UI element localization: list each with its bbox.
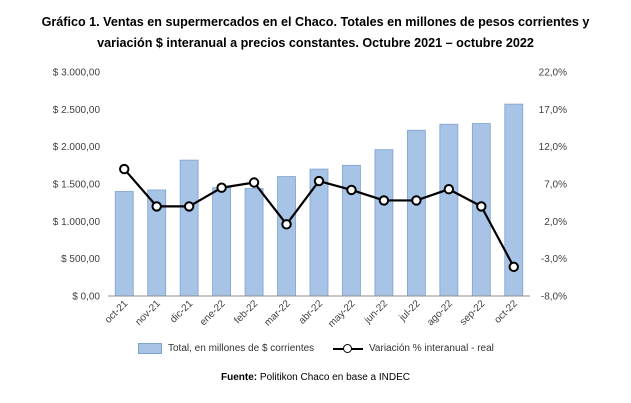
combo-chart: $ 0,00 $ 500,00 $ 1.000,00 $ 1.500,00 $ 2.00… bbox=[53, 68, 567, 330]
x-tick-label: may-22 bbox=[326, 298, 358, 330]
legend-line-label: Variación % interanual - real bbox=[369, 343, 494, 354]
x-tick-label: oct-21 bbox=[103, 298, 131, 326]
y-right-tick-label: -8,0% bbox=[541, 292, 567, 303]
source-text: Politikon Chaco en base a INDEC bbox=[257, 372, 410, 383]
line-point bbox=[183, 201, 195, 212]
y-right-tick-label: 7,0% bbox=[544, 180, 567, 191]
chart-legend: Total, en millones de $ corrientes Varia… bbox=[0, 343, 631, 359]
chart-title-line-1: Gráfico 1. Ventas en supermercados en el… bbox=[41, 15, 590, 29]
x-tick-label: mar-22 bbox=[262, 298, 292, 328]
x-tick-label: abr-22 bbox=[297, 298, 326, 327]
x-tick-label: jun-22 bbox=[362, 298, 390, 326]
y-right-tick-label: 2,0% bbox=[544, 217, 567, 228]
x-tick-label: nov-21 bbox=[133, 298, 163, 328]
bar bbox=[406, 129, 426, 297]
legend-item-line: Variación % interanual - real bbox=[333, 343, 494, 354]
bar bbox=[114, 191, 134, 297]
line-point bbox=[378, 195, 390, 206]
line-point bbox=[443, 184, 455, 195]
line-point bbox=[346, 184, 357, 196]
source-label: Fuente: bbox=[221, 372, 258, 383]
chart-title-line-2: variación $ interanual a precios constan… bbox=[97, 36, 534, 50]
x-tick-label: ene-22 bbox=[198, 298, 228, 328]
legend-bar-label: Total, en millones de $ corrientes bbox=[168, 343, 315, 354]
y-right-tick-label: 17,0% bbox=[539, 105, 567, 116]
x-tick-label: sep-22 bbox=[458, 298, 488, 328]
line-point bbox=[216, 182, 227, 193]
y-left-tick-label: $ 500,00 bbox=[61, 254, 100, 265]
bar bbox=[374, 149, 394, 297]
legend-line-swatch bbox=[333, 343, 363, 354]
y-right-tick-label: 12,0% bbox=[539, 142, 567, 153]
y-left-tick-label: $ 2.500,00 bbox=[53, 105, 101, 116]
y-right-tick-label: -3,0% bbox=[541, 254, 567, 265]
bar bbox=[277, 176, 296, 297]
x-tick-label: jul-22 bbox=[397, 298, 423, 324]
y-left-tick-label: $ 1.500,00 bbox=[53, 180, 101, 191]
line-point bbox=[476, 201, 487, 212]
bar bbox=[179, 159, 199, 297]
bar bbox=[212, 187, 232, 297]
y-left-tick-label: $ 2.000,00 bbox=[53, 142, 101, 153]
bar bbox=[244, 188, 264, 297]
y-left-tick-label: $ 1.000,00 bbox=[53, 217, 101, 228]
source-note: Fuente: Politikon Chaco en base a INDEC bbox=[0, 372, 631, 383]
line-point bbox=[281, 219, 292, 230]
line-point bbox=[508, 261, 519, 273]
y-left-tick-label: $ 3.000,00 bbox=[53, 68, 101, 79]
legend-bar-swatch bbox=[138, 343, 162, 354]
line-point bbox=[313, 175, 325, 187]
line-point bbox=[151, 201, 162, 212]
legend-item-bars: Total, en millones de $ corrientes bbox=[138, 343, 314, 354]
line-point bbox=[119, 163, 130, 175]
x-tick-label: dic-21 bbox=[168, 298, 195, 325]
bar bbox=[439, 123, 459, 297]
chart-title: Gráfico 1. Ventas en supermercados en el… bbox=[0, 12, 631, 54]
line-point bbox=[411, 195, 422, 206]
x-tick-label: oct-22 bbox=[492, 298, 520, 326]
x-tick-label: ago-22 bbox=[425, 298, 455, 328]
x-tick-label: feb-22 bbox=[232, 298, 260, 326]
y-right-tick-label: 22,0% bbox=[539, 68, 567, 79]
line-point bbox=[248, 177, 260, 188]
y-left-tick-label: $ 0,00 bbox=[72, 292, 100, 303]
